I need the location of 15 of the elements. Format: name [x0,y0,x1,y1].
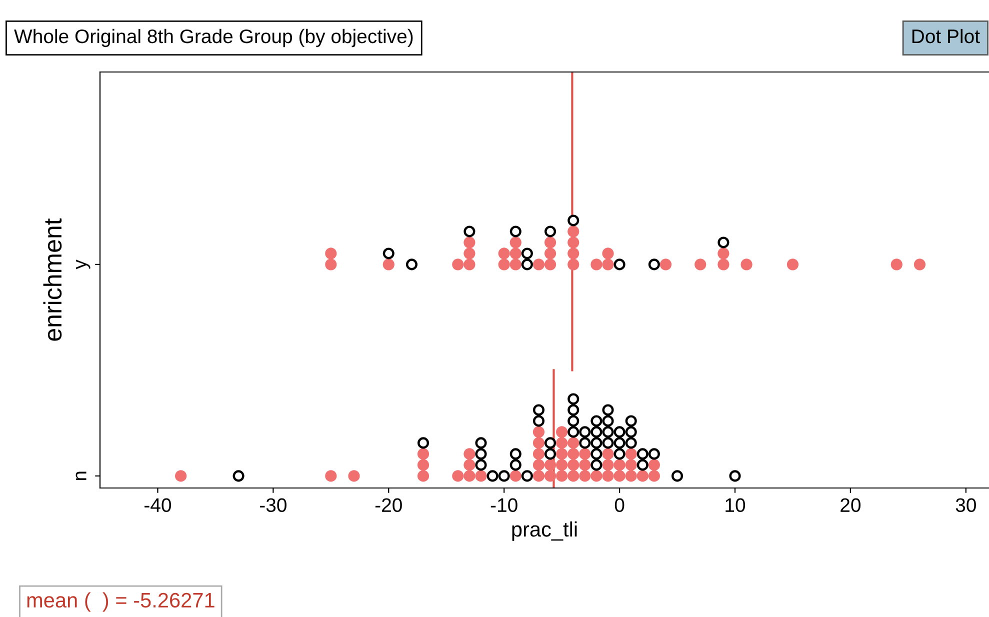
y-tick-label: y [76,260,90,270]
x-tick-label: -20 [375,498,402,512]
x-axis-title: prac_tli [512,521,577,541]
y-tick-label: n [76,472,86,480]
text: mean ( ) = -5.26271 [27,592,214,612]
x-tick-label: 0 [614,498,624,512]
x-tick-label: -40 [144,498,172,512]
chart-title: Whole Original 8th Grade Group (by objective) [14,28,413,48]
text: Dot Plot [912,28,980,44]
x-tick-label: 10 [726,498,746,512]
x-tick-label: -30 [260,498,286,512]
x-tick-label: 20 [840,498,861,512]
x-tick-label: -10 [490,498,518,512]
y-axis-title: enrichment [43,218,62,341]
x-tick-label: 30 [956,498,976,512]
